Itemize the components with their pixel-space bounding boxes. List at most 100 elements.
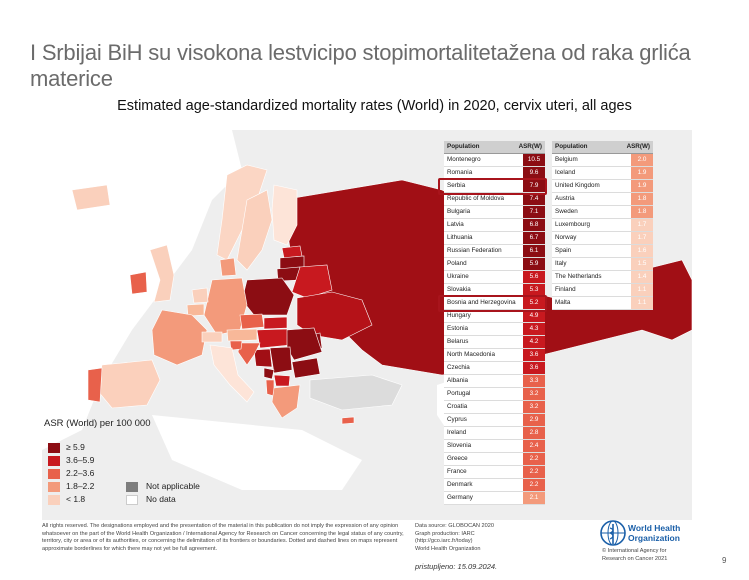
- header-asr: ASR(W): [518, 143, 542, 150]
- table-row: Montenegro 10.5: [444, 154, 545, 167]
- table-rows: Belgium 2.0 Iceland 1.9 United Kingdom 1.9 Aus…: [552, 154, 653, 310]
- population-name: Belarus: [447, 338, 469, 345]
- population-name: Montenegro: [447, 156, 481, 163]
- map-country-cyprus: [341, 416, 355, 425]
- population-name: Denmark: [447, 481, 473, 488]
- who-logo: [600, 520, 680, 568]
- population-name: The Netherlands: [555, 273, 602, 280]
- legend-item-1: ≥ 5.9: [48, 442, 85, 454]
- asr-value: 3.2: [523, 388, 545, 400]
- table-header: Population ASR(W): [552, 141, 653, 154]
- map-country-uk: [149, 244, 175, 303]
- population-name: Greece: [447, 455, 468, 462]
- asr-value: 1.8: [631, 193, 653, 205]
- map-country-albania: [265, 379, 275, 397]
- map-country-belgium: [186, 303, 205, 317]
- legend-swatch: [48, 494, 60, 505]
- chart-title: Estimated age-standardized mortality rat…: [117, 98, 632, 114]
- population-name: Estonia: [447, 325, 469, 332]
- table-row: Belarus 4.2: [444, 336, 545, 349]
- asr-value: 6.1: [523, 245, 545, 257]
- source-line: Data source: GLOBOCAN 2020: [415, 523, 494, 529]
- legend-title: ASR (World) per 100 000: [44, 418, 151, 429]
- header-asr: ASR(W): [626, 143, 650, 150]
- legend-swatch: [48, 455, 60, 466]
- asr-value: 1.4: [631, 271, 653, 283]
- map-country-serbia: [269, 346, 293, 374]
- table-row: Albania 3.3: [444, 375, 545, 388]
- asr-value: 1.1: [631, 297, 653, 309]
- map-country-czechia: [239, 313, 265, 330]
- asr-value: 3.3: [523, 375, 545, 387]
- population-name: Spain: [555, 247, 572, 254]
- table-row: Luxembourg 1.7: [552, 219, 653, 232]
- map-country-sweden: [236, 189, 273, 271]
- map-country-ireland: [129, 271, 148, 295]
- legend-item-3: 2.2–3.6: [48, 468, 94, 480]
- asr-value: 9.6: [523, 167, 545, 179]
- map-country-italy: [209, 344, 255, 403]
- population-name: Norway: [555, 234, 577, 241]
- population-name: Slovakia: [447, 286, 471, 293]
- asr-value: 4.9: [523, 310, 545, 322]
- legend-label: No data: [146, 494, 176, 504]
- map-country-slovakia: [263, 316, 288, 330]
- slide-title: I Srbijai BiH su visokona lestvicipo sto…: [30, 40, 691, 91]
- asr-value: 4.3: [523, 323, 545, 335]
- map-country-finland: [271, 184, 298, 246]
- asr-value: 2.2: [523, 466, 545, 478]
- table-row: Italy 1.5: [552, 258, 653, 271]
- table-row: Belgium 2.0: [552, 154, 653, 167]
- legend-item-5: < 1.8: [48, 494, 85, 506]
- legend-label: < 1.8: [66, 494, 86, 504]
- asr-value: 5.6: [523, 271, 545, 283]
- table-row: Ireland 2.8: [444, 427, 545, 440]
- table-row: Hungary 4.9: [444, 310, 545, 323]
- legend-label: 3.6–5.9: [66, 455, 95, 465]
- map-country-turkey: [309, 374, 403, 411]
- map-country-romania: [286, 327, 323, 361]
- table-row: Croatia 3.2: [444, 401, 545, 414]
- population-name: Slovenia: [447, 442, 472, 449]
- map-country-bulgaria: [291, 357, 321, 379]
- population-name: Luxembourg: [555, 221, 591, 228]
- credit-line: Research on Cancer 2021: [602, 555, 668, 562]
- table-row: Spain 1.6: [552, 245, 653, 258]
- table-row: Austria 1.8: [552, 193, 653, 206]
- asr-value: 6.8: [523, 219, 545, 231]
- table-row: Latvia 6.8: [444, 219, 545, 232]
- table-row: Malta 1.1: [552, 297, 653, 310]
- map-country-north-macedonia: [273, 374, 291, 387]
- table-header: Population ASR(W): [444, 141, 545, 154]
- legend-label: Not applicable: [146, 481, 200, 491]
- credit-line: © International Agency for: [602, 548, 667, 554]
- table-row: Poland 5.9: [444, 258, 545, 271]
- table-row: Lithuania 6.7: [444, 232, 545, 245]
- table-rows: Montenegro 10.5 Romania 9.6 Serbia 7.9 Republi…: [444, 154, 545, 505]
- population-name: Latvia: [447, 221, 464, 228]
- asr-value: 1.5: [631, 258, 653, 270]
- population-name: Malta: [555, 299, 571, 306]
- table-row: Cyprus 2.9: [444, 414, 545, 427]
- table-row: Russian Federation 6.1: [444, 245, 545, 258]
- asr-value: 1.1: [631, 284, 653, 296]
- table-row: Iceland 1.9: [552, 167, 653, 180]
- who-emblem-icon: [600, 520, 626, 546]
- legend-swatch: [48, 442, 60, 453]
- map-country-denmark: [219, 257, 237, 277]
- table-row: Serbia 7.9: [444, 180, 545, 193]
- map-country-greece: [271, 384, 301, 419]
- mortality-table-right: Population ASR(W) Belgium 2.0 Iceland 1.9 Un…: [552, 141, 653, 310]
- table-row: Czechia 3.6: [444, 362, 545, 375]
- table-row: Bosnia and Herzegovina 5.2: [444, 297, 545, 310]
- legend-swatch: [126, 494, 138, 505]
- population-name: Republic of Moldova: [447, 195, 505, 202]
- asr-value: 7.9: [523, 180, 545, 192]
- asr-value: 1.7: [631, 232, 653, 244]
- asr-value: 2.0: [631, 154, 653, 166]
- mortality-table-left: Population ASR(W) Montenegro 10.5 Romania 9…: [444, 141, 545, 505]
- table-row: Slovenia 2.4: [444, 440, 545, 453]
- map-country-bosnia: [253, 348, 273, 368]
- asr-value: 1.9: [631, 167, 653, 179]
- asr-value: 2.2: [523, 479, 545, 491]
